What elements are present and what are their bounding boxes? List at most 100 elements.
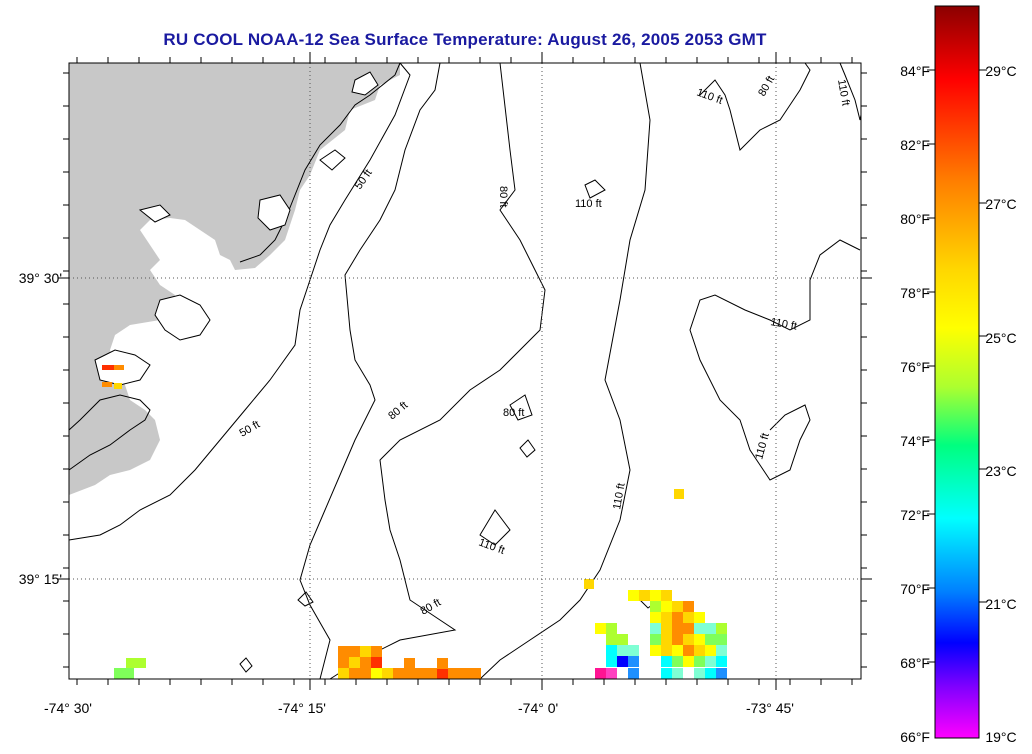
sst-pixel <box>661 668 672 679</box>
sst-pixel <box>470 668 481 679</box>
fahrenheit-label: 68°F <box>900 655 930 671</box>
sst-pixel <box>628 656 639 667</box>
sst-pixel <box>661 656 672 667</box>
sst-pixel <box>415 668 426 679</box>
fahrenheit-label: 84°F <box>900 63 930 79</box>
sst-pixel <box>338 646 349 657</box>
sst-pixel <box>606 645 617 656</box>
contour-label: 110 ft <box>769 316 797 332</box>
sst-pixel <box>694 623 705 634</box>
sst-pixel <box>661 634 672 645</box>
sst-pixel <box>672 645 683 656</box>
lat-label: 39° 30' <box>18 270 62 286</box>
sst-pixel <box>628 645 639 656</box>
sst-pixel <box>606 634 617 645</box>
sst-pixel <box>661 601 672 612</box>
sst-pixel <box>114 365 124 370</box>
sst-pixel <box>628 668 639 679</box>
sst-pixel <box>404 658 415 669</box>
lon-label: -74° 30' <box>44 700 92 716</box>
sst-pixel <box>617 656 628 667</box>
fahrenheit-label: 66°F <box>900 729 930 745</box>
sst-pixel <box>102 365 114 370</box>
sst-pixel <box>404 668 415 679</box>
sst-pixel <box>448 668 459 679</box>
celsius-label: 21°C <box>985 596 1017 612</box>
sst-pixel <box>661 612 672 623</box>
lon-label: -74° 0' <box>518 700 559 716</box>
colorbar <box>934 5 980 739</box>
sst-pixel <box>650 601 661 612</box>
sst-pixel <box>382 668 393 679</box>
sst-pixel <box>716 634 727 645</box>
sst-pixel <box>371 668 382 679</box>
sst-pixel <box>606 668 617 679</box>
sst-pixel <box>683 645 694 656</box>
sst-pixel <box>674 489 684 499</box>
lon-label: -74° 15' <box>278 700 326 716</box>
celsius-label: 27°C <box>985 196 1017 212</box>
sst-pixel <box>683 601 694 612</box>
sst-pixel <box>716 623 727 634</box>
sst-pixel <box>683 623 694 634</box>
sst-pixel <box>705 645 716 656</box>
fahrenheit-label: 80°F <box>900 211 930 227</box>
fahrenheit-label: 82°F <box>900 137 930 153</box>
contour-80ft <box>299 62 441 680</box>
celsius-label: 19°C <box>985 729 1017 745</box>
fahrenheit-label: 70°F <box>900 581 930 597</box>
sst-pixel <box>338 668 349 679</box>
contour-label: 80 ft <box>503 407 524 419</box>
sst-pixel <box>716 668 727 679</box>
sst-pixel <box>672 668 683 679</box>
fahrenheit-label: 76°F <box>900 359 930 375</box>
sst-pixel <box>360 657 371 668</box>
sst-pixel <box>694 668 705 679</box>
sst-pixel <box>437 658 448 669</box>
sst-pixel <box>716 645 727 656</box>
sst-pixel <box>595 623 606 634</box>
sst-pixel <box>694 634 705 645</box>
celsius-label: 25°C <box>985 330 1017 346</box>
sst-pixel <box>683 656 694 667</box>
sst-pixel <box>360 668 371 679</box>
sst-pixel <box>102 382 112 387</box>
sst-pixel <box>393 668 404 679</box>
map-title: RU COOL NOAA-12 Sea Surface Temperature:… <box>163 30 767 49</box>
sst-pixel <box>705 656 716 667</box>
sst-pixel <box>595 668 606 679</box>
sst-pixel <box>650 623 661 634</box>
sst-pixel <box>617 645 628 656</box>
fahrenheit-label: 72°F <box>900 507 930 523</box>
sst-pixel <box>672 634 683 645</box>
sst-pixel <box>705 634 716 645</box>
sst-pixel <box>672 612 683 623</box>
contour-label: 110 ft <box>575 198 602 210</box>
sst-pixel <box>650 634 661 645</box>
fahrenheit-label: 78°F <box>900 285 930 301</box>
sst-pixel <box>661 590 672 601</box>
sst-pixel <box>126 658 146 668</box>
sst-data-pixels <box>102 365 727 679</box>
sst-pixel <box>584 579 594 589</box>
sst-pixel <box>650 612 661 623</box>
fahrenheit-label: 74°F <box>900 433 930 449</box>
sst-pixel <box>716 656 727 667</box>
sst-pixel <box>683 612 694 623</box>
contour-label: 110 ft <box>611 482 627 510</box>
sst-pixel <box>114 668 134 679</box>
lon-label: -73° 45' <box>746 700 794 716</box>
sst-pixel <box>650 590 661 601</box>
sst-pixel <box>683 634 694 645</box>
sst-pixel <box>661 645 672 656</box>
sst-pixel <box>694 645 705 656</box>
sst-pixel <box>617 634 628 645</box>
sst-pixel <box>459 668 470 679</box>
contour-label: 80 ft <box>497 186 509 207</box>
sst-pixel <box>606 656 617 667</box>
contour-label: 110 ft <box>835 78 851 106</box>
contour-50ft <box>68 62 411 541</box>
sst-pixel <box>694 656 705 667</box>
sst-pixel <box>371 657 382 668</box>
